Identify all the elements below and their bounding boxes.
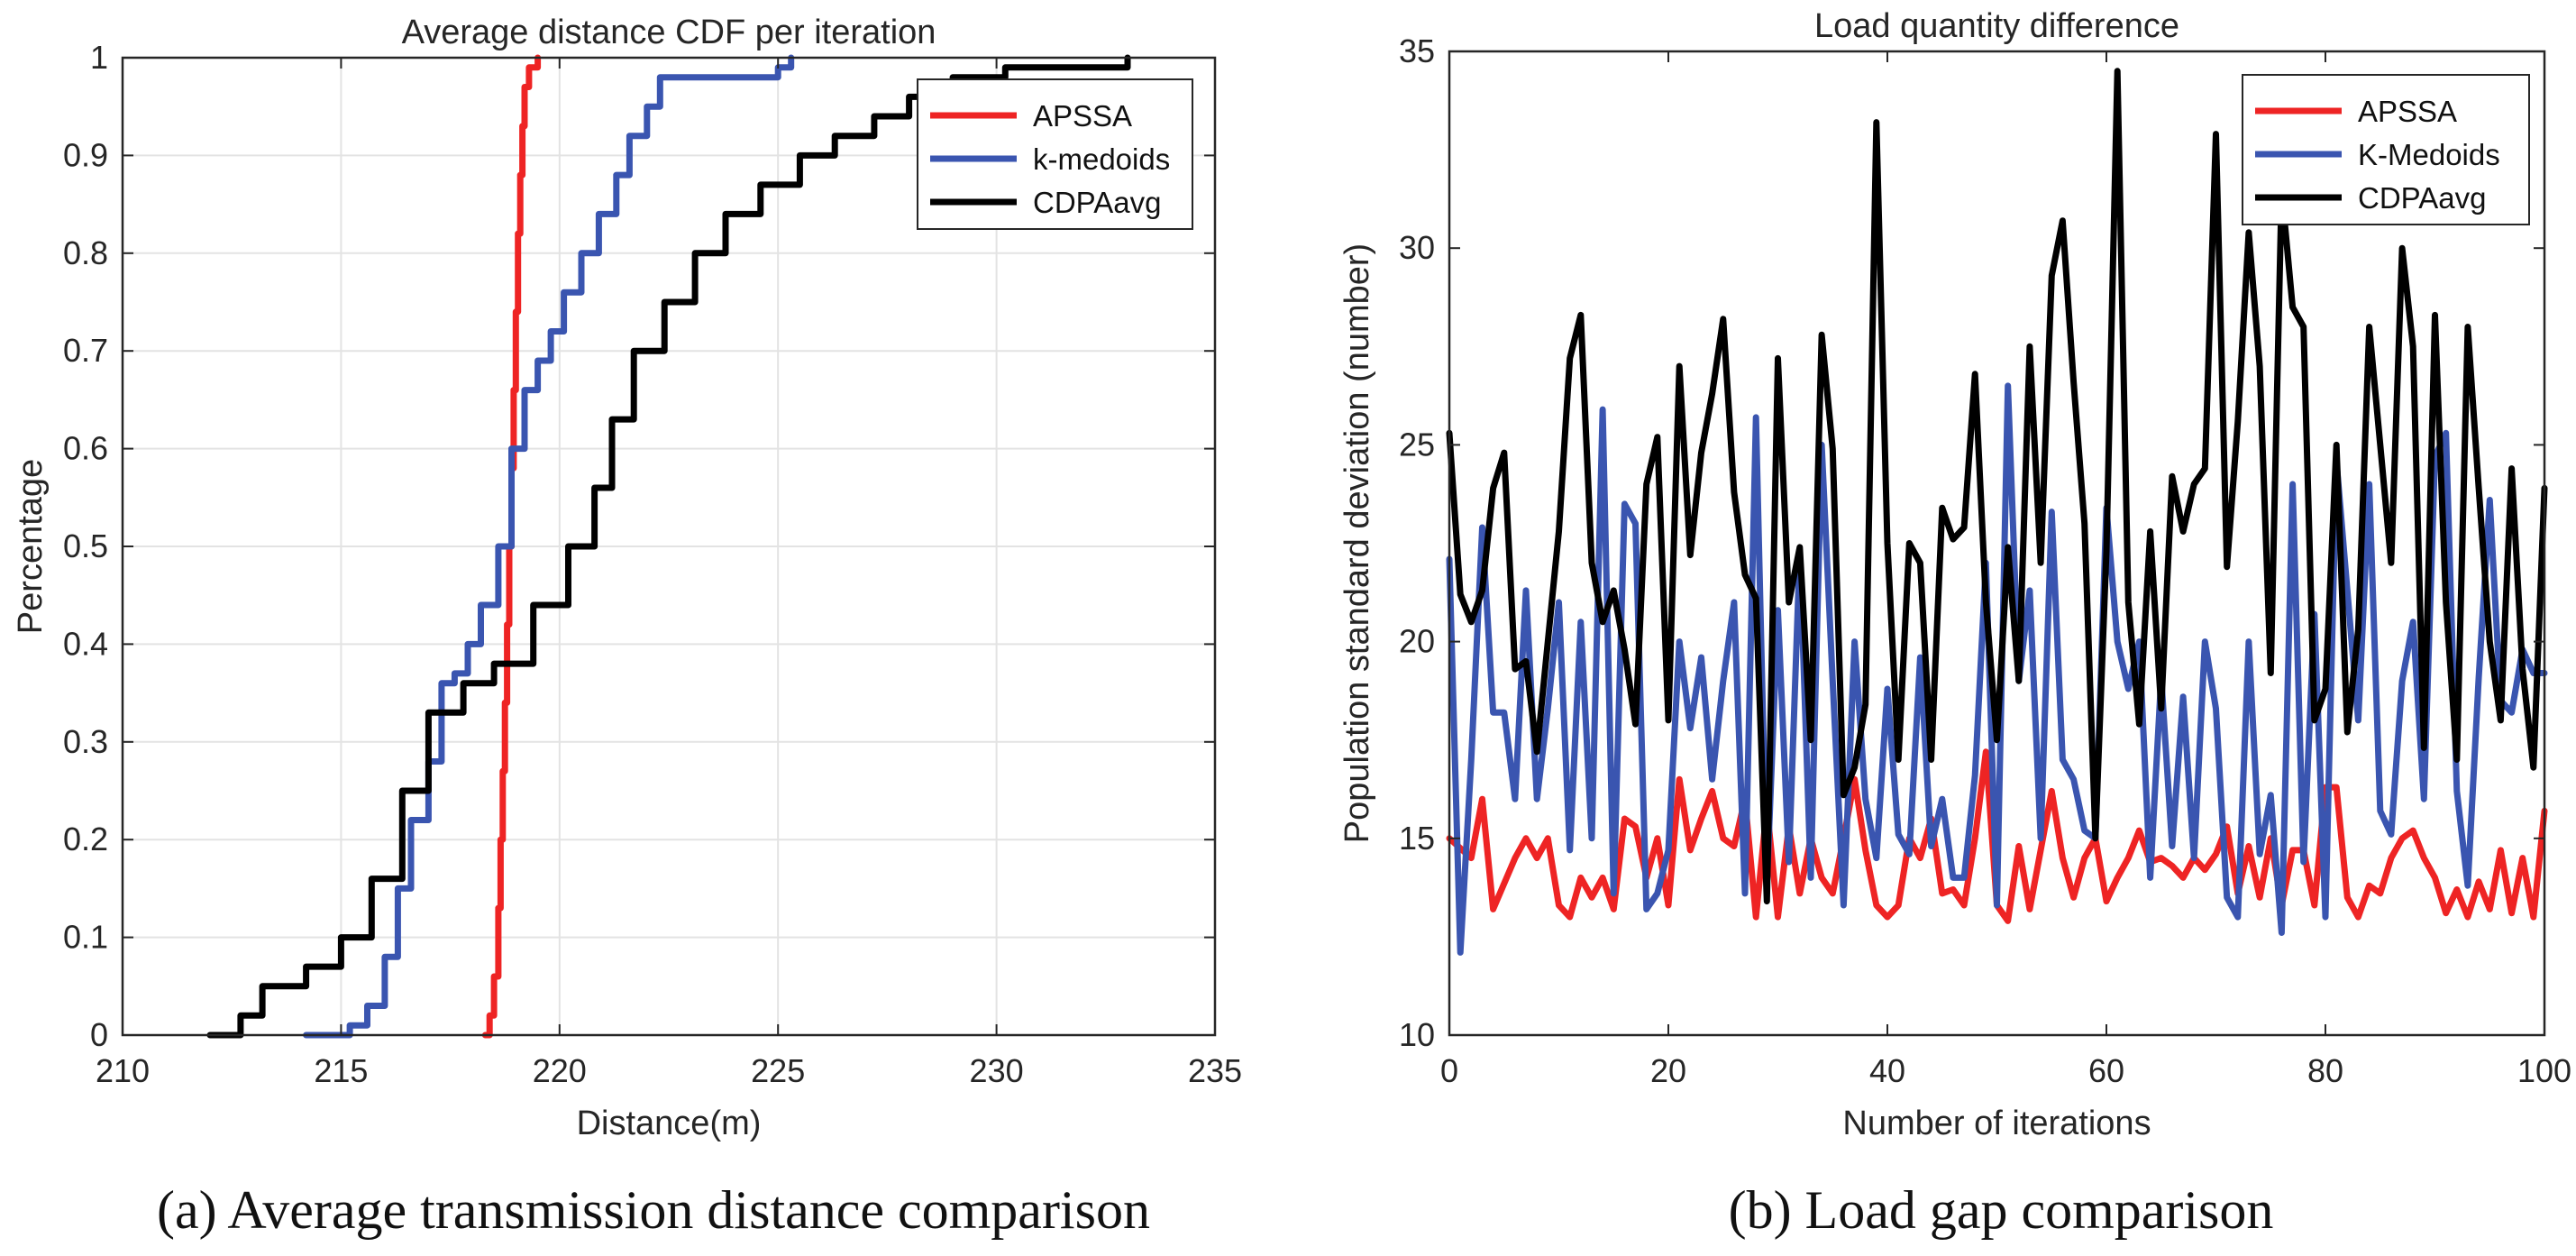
axes-box [1448, 50, 2546, 1037]
x-tick-label: 235 [1188, 1052, 1242, 1089]
y-tick-label: 0.3 [63, 723, 108, 760]
x-tick-label: 230 [970, 1052, 1024, 1089]
y-tick-label: 0.4 [63, 625, 108, 662]
legend-label-apssa: APSSA [2358, 95, 2457, 128]
chart-title: Load quantity difference [1814, 7, 2179, 45]
legend-label-cdpaavg: CDPAavg [1033, 186, 1161, 219]
caption-a: (a) Average transmission distance compar… [157, 1180, 1150, 1240]
y-tick-label: 35 [1399, 32, 1435, 69]
caption-b: (b) Load gap comparison [1728, 1180, 2274, 1240]
x-tick-label: 215 [314, 1052, 368, 1089]
x-tick-label: 100 [2517, 1052, 2571, 1089]
y-tick-label: 15 [1399, 820, 1435, 857]
chart-title: Average distance CDF per iteration [402, 14, 936, 51]
x-tick-label: 40 [1869, 1052, 1905, 1089]
series-line-cdpaavg [1446, 68, 2548, 905]
series-line-cdpaavg [206, 54, 1131, 1039]
chart-b: 0 20 40 60 80 100 10 15 20 25 30 35 Load quantity di… [1338, 7, 2571, 1142]
y-tick-label: 0.8 [63, 234, 108, 271]
y-tick-label: 20 [1399, 623, 1435, 660]
y-tick-label: 0.7 [63, 332, 108, 369]
x-tick-label: 80 [2307, 1052, 2343, 1089]
y-tick-label: 0.5 [63, 527, 108, 564]
x-axis-label: Distance(m) [577, 1105, 762, 1142]
legend-label-cdpaavg: CDPAavg [2358, 181, 2486, 215]
y-tick-label: 0.1 [63, 919, 108, 956]
legend-label-k-medoids: K-Medoids [2358, 138, 2500, 171]
y-tick-label: 0.9 [63, 136, 108, 173]
x-axis-label: Number of iterations [1842, 1105, 2151, 1142]
y-tick-label: 0 [90, 1016, 108, 1053]
series-line-k-medoids [1446, 382, 2548, 956]
y-axis-label: Population standard deviation (number) [1338, 243, 1376, 843]
legend: APSSA K-Medoids CDPAavg [2242, 74, 2530, 225]
x-tick-label: 20 [1650, 1052, 1686, 1089]
x-tick-label: 220 [533, 1052, 587, 1089]
y-tick-label: 30 [1399, 229, 1435, 266]
y-tick-label: 0.6 [63, 430, 108, 467]
legend: APSSA k-medoids CDPAavg [917, 78, 1193, 230]
legend-label-k-medoids: k-medoids [1033, 142, 1170, 176]
series-line-apssa [1446, 748, 2548, 924]
y-tick-label: 1 [90, 39, 108, 76]
y-tick-label: 0.2 [63, 821, 108, 857]
y-tick-label: 25 [1399, 426, 1435, 463]
x-tick-label: 225 [751, 1052, 805, 1089]
x-tick-label: 60 [2088, 1052, 2124, 1089]
x-tick-label: 210 [96, 1052, 150, 1089]
y-axis-label: Percentage [12, 459, 50, 634]
series-line-k-medoids [303, 54, 795, 1039]
y-tick-label: 10 [1399, 1016, 1435, 1053]
x-tick-label: 0 [1440, 1052, 1458, 1089]
chart-a: 210 215 220 225 230 235 0 0.1 0.2 0.3 0.4 0.5 0.6 0.7… [12, 14, 1242, 1142]
legend-label-apssa: APSSA [1033, 99, 1132, 133]
